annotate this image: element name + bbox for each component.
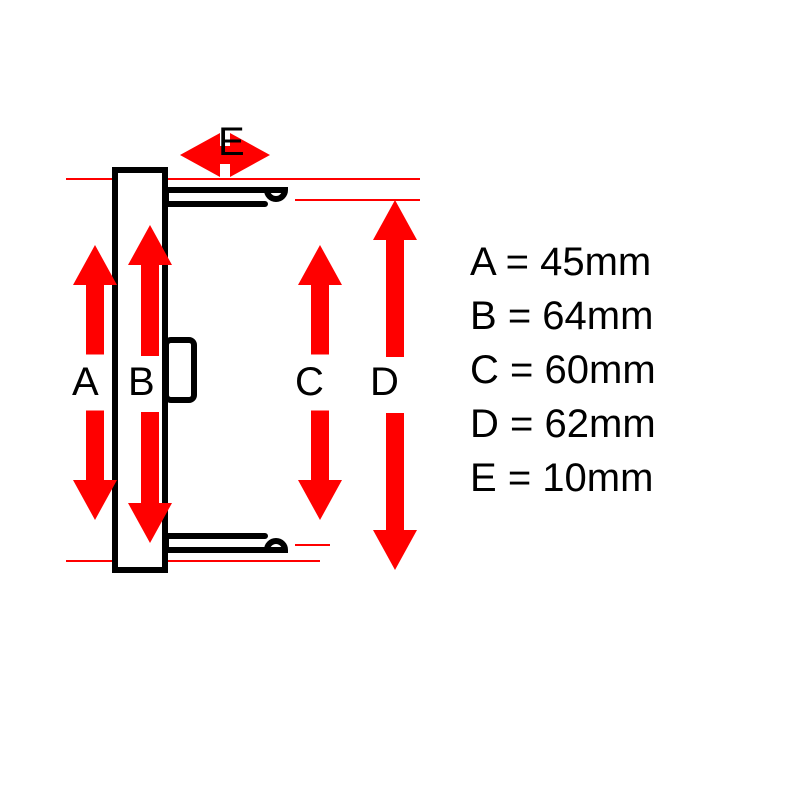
legend-row-E: E = 10mm — [470, 451, 656, 505]
dimension-legend: A = 45mm B = 64mm C = 60mm D = 62mm E = … — [470, 235, 656, 505]
legend-eq: = — [506, 240, 540, 284]
legend-eq: = — [508, 456, 542, 500]
legend-eq: = — [510, 348, 544, 392]
legend-val-E: 10mm — [542, 456, 653, 500]
legend-key-D: D — [470, 402, 499, 446]
legend-key-C: C — [470, 348, 499, 392]
legend-val-B: 64mm — [542, 294, 653, 338]
legend-row-D: D = 62mm — [470, 397, 656, 451]
diagram-svg — [0, 0, 800, 800]
legend-val-D: 62mm — [545, 402, 656, 446]
legend-row-B: B = 64mm — [470, 289, 656, 343]
dim-label-E: E — [218, 120, 245, 165]
legend-eq: = — [508, 294, 542, 338]
legend-key-B: B — [470, 294, 497, 338]
legend-val-C: 60mm — [545, 348, 656, 392]
legend-val-A: 45mm — [540, 240, 651, 284]
dim-label-B: B — [128, 360, 155, 405]
dim-label-A: A — [72, 360, 99, 405]
legend-row-A: A = 45mm — [470, 235, 656, 289]
diagram-canvas: A B C D E A = 45mm B = 64mm C = 60mm D =… — [0, 0, 800, 800]
dim-label-C: C — [295, 360, 324, 405]
legend-key-A: A — [470, 240, 494, 284]
legend-row-C: C = 60mm — [470, 343, 656, 397]
dim-label-D: D — [370, 360, 399, 405]
legend-key-E: E — [470, 456, 497, 500]
legend-eq: = — [510, 402, 544, 446]
